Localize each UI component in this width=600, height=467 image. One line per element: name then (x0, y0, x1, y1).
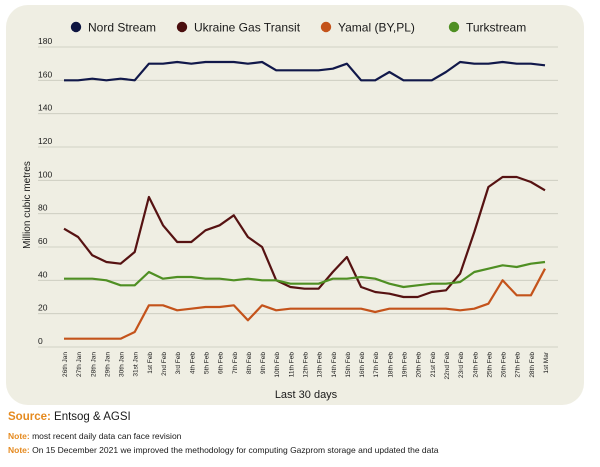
source-line: Source: Entsog & AGSI (8, 411, 131, 423)
y-tick-label: 180 (38, 36, 52, 46)
x-tick-label: 2nd Feb (161, 352, 168, 376)
legend-marker (448, 21, 460, 33)
legend-label: Nord Stream (88, 21, 156, 35)
x-tick-label: 29th Jan (104, 352, 111, 377)
y-axis-label: Million cubic metres (22, 161, 33, 249)
note-line-1: Note: most recent daily data can face re… (8, 431, 181, 441)
legend: Nord Stream Ukraine Gas Transit Yamal (BY,… (70, 21, 526, 35)
x-tick-label: 28th Jan (90, 352, 97, 377)
x-tick-label: 15th Feb (345, 352, 352, 378)
x-tick-label: 13th Feb (317, 352, 324, 378)
x-tick-label: 25th Feb (486, 352, 493, 378)
x-tick-label: 26th Feb (501, 352, 508, 378)
x-axis-label: Last 30 days (275, 389, 338, 401)
x-tick-label: 1st Feb (147, 352, 154, 374)
series-line-0 (64, 60, 546, 82)
series-line-3 (64, 260, 546, 289)
x-tick-label: 3rd Feb (175, 352, 182, 375)
note-text-2: On 15 December 2021 we improved the meth… (29, 445, 439, 455)
series-line-1 (63, 175, 546, 299)
x-axis-ticks: 26th Jan 27th Jan 28th Jan 29th Jan 30th Jan… (62, 351, 550, 379)
note-text-1: most recent daily data can face revision (29, 431, 182, 441)
legend-label: Turkstream (466, 21, 526, 35)
x-tick-label: 5th Feb (203, 352, 210, 374)
series-line-2 (64, 268, 546, 340)
x-tick-label: 16th Feb (359, 352, 366, 378)
x-tick-label: 12th Feb (303, 352, 310, 378)
x-tick-label: 17th Feb (373, 352, 380, 378)
legend-label: Yamal (BY,PL) (338, 21, 415, 35)
x-tick-label: 22nd Feb (444, 352, 451, 380)
x-tick-label: 8th Feb (246, 352, 253, 374)
legend-marker (320, 21, 332, 33)
x-tick-label: 28th Feb (529, 352, 536, 378)
x-tick-label: 31st Jan (133, 352, 140, 377)
y-tick-label: 140 (38, 103, 52, 113)
x-tick-label: 9th Feb (260, 352, 267, 374)
x-tick-label: 27th Jan (76, 352, 83, 377)
x-tick-label: 24th Feb (472, 352, 479, 378)
y-tick-label: 60 (38, 236, 48, 246)
x-tick-label: 20th Feb (416, 352, 423, 378)
legend-marker (176, 21, 188, 33)
y-tick-label: 100 (38, 169, 52, 179)
legend-marker (70, 21, 82, 33)
grid (38, 46, 558, 348)
y-tick-label: 160 (38, 69, 52, 79)
legend-label: Ukraine Gas Transit (194, 21, 301, 35)
note-label-2: Note: (8, 445, 30, 455)
x-tick-label: 14th Feb (331, 352, 338, 378)
x-tick-label: 26th Jan (62, 352, 69, 377)
x-tick-label: 7th Feb (232, 352, 239, 374)
series-lines (63, 60, 546, 340)
source-label: Source: (8, 411, 51, 423)
x-tick-label: 21st Feb (430, 352, 437, 378)
x-tick-label: 1st Mar (543, 351, 550, 374)
note-label-1: Note: (8, 431, 30, 441)
x-tick-label: 19th Feb (402, 352, 409, 378)
x-tick-label: 10th Feb (274, 352, 281, 378)
x-tick-label: 11th Feb (288, 352, 295, 378)
note-line-2: Note: On 15 December 2021 we improved th… (8, 445, 438, 455)
x-tick-label: 18th Feb (387, 352, 394, 378)
source-text: Entsog & AGSI (50, 411, 131, 423)
x-tick-label: 6th Feb (218, 352, 225, 374)
y-tick-label: 120 (38, 136, 52, 146)
x-tick-label: 4th Feb (189, 352, 196, 374)
y-tick-label: 80 (38, 203, 48, 213)
x-tick-label: 23rd Feb (458, 352, 465, 378)
y-axis-ticks: 0 20 40 60 80 100 120 140 160 180 (38, 36, 52, 346)
y-tick-label: 0 (38, 336, 43, 346)
chart: Nord Stream Ukraine Gas Transit Yamal (BY,… (22, 21, 558, 401)
y-tick-label: 40 (38, 269, 48, 279)
x-tick-label: 30th Jan (119, 352, 126, 377)
x-tick-label: 27th Feb (515, 352, 522, 378)
y-tick-label: 20 (38, 303, 48, 313)
